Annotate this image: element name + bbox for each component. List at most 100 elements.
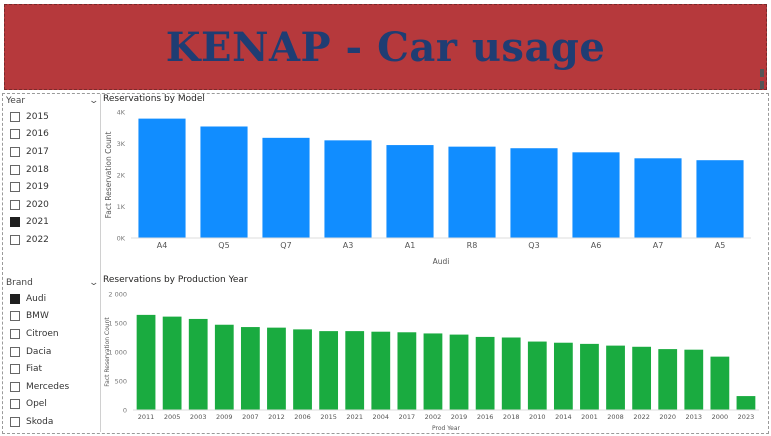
checkbox[interactable] (10, 346, 20, 357)
checkbox[interactable] (10, 399, 20, 410)
checkbox[interactable] (10, 182, 20, 193)
x-tick-label: R8 (467, 241, 478, 250)
year-slicer-item[interactable]: 2018 (10, 161, 98, 179)
year-slicer-list: 2015 2016 2017 2018 2019 2020 2021 2022 (6, 108, 98, 249)
x-tick-label: 2001 (581, 413, 598, 421)
brand-slicer-item-label: Skoda (26, 416, 54, 427)
year-slicer-item[interactable]: 2022 (10, 231, 98, 249)
bar (136, 314, 156, 410)
chart-title: Reservations by Model (103, 94, 205, 104)
resize-handle-icon[interactable] (760, 81, 764, 89)
year-slicer-item[interactable]: 2017 (10, 143, 98, 161)
x-tick-label: A1 (405, 241, 416, 250)
x-tick-label: 2011 (138, 413, 155, 421)
x-tick-label: 2019 (451, 413, 468, 421)
bar (345, 331, 365, 410)
checkbox[interactable] (10, 311, 20, 322)
resize-handle-icon[interactable] (760, 69, 764, 77)
x-tick-label: 2016 (477, 413, 494, 421)
brand-slicer-item[interactable]: Citroen (10, 325, 98, 343)
x-tick-label: A5 (715, 241, 726, 250)
x-tick-label: Q7 (280, 241, 291, 250)
x-tick-label: 2013 (686, 413, 703, 421)
year-slicer-item[interactable]: 2021 (10, 214, 98, 232)
brand-slicer-item-label: Citroen (26, 328, 59, 339)
year-slicer-header: Year ⌄ (6, 94, 100, 108)
bar (200, 126, 248, 238)
year-slicer-item-label: 2018 (26, 164, 49, 175)
x-axis-label: Prod Year (432, 425, 460, 432)
brand-slicer-item[interactable]: Opel (10, 396, 98, 414)
checkbox[interactable] (10, 199, 20, 210)
brand-slicer-title: Brand (6, 278, 33, 288)
year-slicer-item[interactable]: 2015 (10, 108, 98, 126)
x-tick-label: 2002 (425, 413, 442, 421)
checkbox[interactable] (10, 146, 20, 157)
bar (553, 342, 573, 410)
bar (240, 327, 260, 410)
checkbox[interactable] (10, 293, 20, 304)
year-slicer-item-label: 2016 (26, 129, 49, 140)
y-tick-label: 1 500 (108, 320, 127, 328)
brand-slicer-item[interactable]: Dacia (10, 343, 98, 361)
checkbox[interactable] (10, 129, 20, 140)
year-slicer-item[interactable]: 2019 (10, 178, 98, 196)
x-tick-label: 2018 (503, 413, 520, 421)
year-slicer-item[interactable]: 2016 (10, 126, 98, 144)
x-tick-label: 2017 (399, 413, 416, 421)
brand-slicer-item[interactable]: Mercedes (10, 378, 98, 396)
brand-slicer-item[interactable]: Audi (10, 290, 98, 308)
bar (448, 146, 496, 238)
x-tick-label: 2022 (633, 413, 650, 421)
brand-slicer-item[interactable]: BMW (10, 308, 98, 326)
bar (632, 346, 652, 410)
y-tick-label: 4K (117, 109, 126, 117)
year-slicer[interactable]: Year ⌄ 2015 2016 2017 2018 2019 2020 2021 2022 (6, 94, 100, 249)
y-tick-label: 1K (117, 203, 126, 211)
brand-slicer-item[interactable]: Fiat (10, 360, 98, 378)
year-slicer-item-label: 2021 (26, 217, 49, 228)
checkbox[interactable] (10, 328, 20, 339)
bar (510, 148, 558, 238)
brand-slicer-item-label: Dacia (26, 346, 52, 357)
checkbox[interactable] (10, 164, 20, 175)
bar (475, 336, 495, 410)
x-tick-label: 2009 (216, 413, 233, 421)
bar-chart-svg: 0 500 1 000 1 500 2 000 Fact Reservation Coun… (104, 291, 759, 432)
brand-slicer-item-label: Mercedes (26, 381, 70, 392)
bar (501, 337, 521, 410)
brand-slicer-item[interactable]: Skoda (10, 413, 98, 431)
y-axis-label: Fact Reservation Count (104, 132, 113, 219)
x-tick-label: 2008 (607, 413, 624, 421)
chevron-down-icon[interactable]: ⌄ (88, 278, 100, 288)
year-slicer-item[interactable]: 2020 (10, 196, 98, 214)
x-tick-label: 2010 (529, 413, 546, 421)
y-axis-label: Fact Reservation Count (104, 317, 111, 387)
checkbox[interactable] (10, 381, 20, 392)
bar (580, 343, 599, 410)
reservations-by-production-year-chart[interactable]: Reservations by Production Year 0 500 1 00… (103, 275, 765, 435)
bar-chart-svg: 0K 1K 2K 3K 4K Fact Reservation Count A4 Q5 Q7 A3… (104, 109, 751, 266)
checkbox[interactable] (10, 217, 20, 228)
bar (319, 331, 339, 410)
bar (684, 349, 704, 410)
brand-slicer[interactable]: Brand ⌄ Audi BMW Citroen Dacia Fiat Mercedes O… (6, 276, 100, 431)
visual-area-frame (2, 93, 769, 434)
checkbox[interactable] (10, 364, 20, 375)
bar (572, 152, 620, 238)
x-tick-label: A3 (343, 241, 354, 250)
report-title: KENAP - Car usage (165, 23, 606, 71)
y-tick-label: 1 000 (108, 349, 127, 357)
title-banner: KENAP - Car usage (4, 4, 767, 90)
chevron-down-icon[interactable]: ⌄ (88, 96, 100, 106)
year-slicer-item-label: 2019 (26, 182, 49, 193)
bar (138, 118, 186, 238)
x-tick-label: 2007 (242, 413, 259, 421)
checkbox[interactable] (10, 111, 20, 122)
brand-slicer-item-label: BMW (26, 311, 49, 322)
checkbox[interactable] (10, 416, 20, 427)
reservations-by-model-chart[interactable]: Reservations by Model 0K 1K 2K 3K 4K Fact Res… (103, 94, 765, 268)
checkbox[interactable] (10, 234, 20, 245)
x-tick-label: A6 (591, 241, 602, 250)
